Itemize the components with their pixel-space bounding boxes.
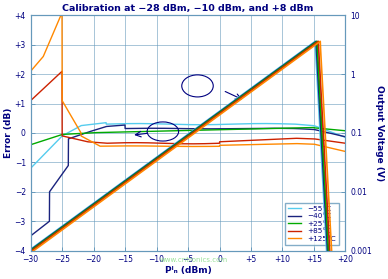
Y-axis label: Output Voltage (V): Output Voltage (V): [375, 85, 384, 181]
X-axis label: Pᴵₙ (dBm): Pᴵₙ (dBm): [165, 266, 211, 275]
Legend: −55°C, −40°C, +25°C, +85°C, +125°C: −55°C, −40°C, +25°C, +85°C, +125°C: [286, 203, 339, 245]
Text: www.cntronics.com: www.cntronics.com: [160, 257, 228, 263]
Y-axis label: Error (dB): Error (dB): [4, 108, 13, 158]
Title: Calibration at −28 dBm, −10 dBm, and +8 dBm: Calibration at −28 dBm, −10 dBm, and +8 …: [62, 4, 314, 13]
